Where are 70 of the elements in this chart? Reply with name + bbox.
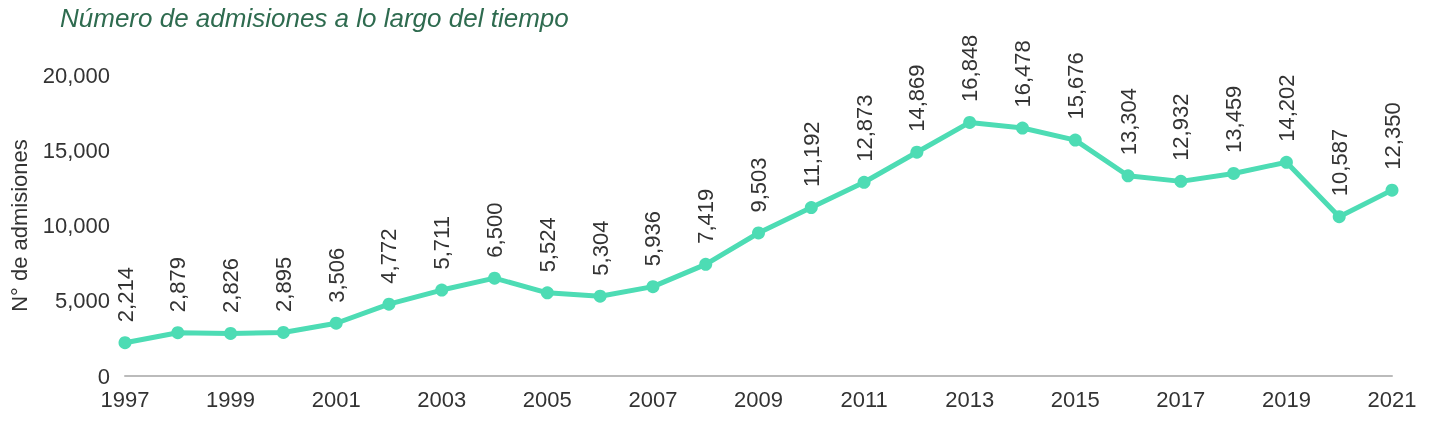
point <box>329 316 343 330</box>
data-label: 12,350 <box>1379 102 1405 170</box>
point <box>963 115 977 129</box>
data-label: 11,192 <box>798 121 824 188</box>
point <box>382 297 396 311</box>
point <box>276 325 290 339</box>
x-tick-label: 2017 <box>1156 386 1206 412</box>
point <box>224 326 238 340</box>
point <box>857 175 871 189</box>
data-label: 5,304 <box>587 220 613 276</box>
point <box>435 283 449 297</box>
chart-title: Número de admisiones a lo largo del tiempo <box>60 3 569 33</box>
data-label: 5,711 <box>429 216 455 270</box>
data-label: 2,826 <box>218 257 244 313</box>
data-label: 5,524 <box>534 217 560 273</box>
data-label: 7,419 <box>693 188 719 244</box>
point <box>171 326 185 340</box>
point <box>910 145 924 159</box>
y-tick-label: 0 <box>97 363 110 389</box>
y-axis-title: N° de admisiones <box>6 139 32 312</box>
data-label: 14,869 <box>904 64 930 132</box>
x-tick-label: 2007 <box>628 386 678 412</box>
data-label: 16,478 <box>1009 40 1035 108</box>
point <box>1279 155 1293 169</box>
x-tick-label: 2009 <box>734 386 783 412</box>
data-label: 4,772 <box>376 228 402 284</box>
point <box>752 226 765 240</box>
point <box>540 286 554 300</box>
point <box>699 257 713 271</box>
data-label: 14,202 <box>1273 74 1299 142</box>
data-label: 2,214 <box>112 267 138 323</box>
x-tick-label: 2003 <box>417 386 467 412</box>
data-label: 10,587 <box>1326 128 1352 197</box>
x-tick-label: 2001 <box>311 386 361 412</box>
y-tick-label: 10,000 <box>42 213 110 238</box>
data-label: 6,500 <box>482 202 508 258</box>
point <box>593 289 607 303</box>
data-label: 16,848 <box>957 34 983 102</box>
y-tick-label: 20,000 <box>42 62 110 88</box>
x-tick-label: 2013 <box>945 386 995 412</box>
data-label: 13,459 <box>1221 85 1247 153</box>
point <box>1121 169 1135 183</box>
data-label: 12,873 <box>851 94 877 162</box>
data-label: 2,879 <box>165 257 191 313</box>
x-tick-label: 2011 <box>840 386 888 412</box>
data-label: 5,936 <box>640 211 666 267</box>
data-label: 9,503 <box>746 157 771 213</box>
point <box>646 280 660 294</box>
data-label: 15,676 <box>1062 52 1088 120</box>
x-tick-label: 2005 <box>522 386 572 412</box>
point <box>1015 121 1029 135</box>
y-tick-label: 5,000 <box>54 288 110 314</box>
data-label: 3,506 <box>323 247 349 303</box>
point <box>1385 183 1399 197</box>
point <box>1068 133 1082 147</box>
data-label: 2,895 <box>270 256 296 312</box>
x-tick-label: 2021 <box>1367 386 1417 412</box>
x-tick-label: 2019 <box>1261 386 1311 412</box>
x-tick-label: 2015 <box>1050 386 1100 412</box>
x-tick-label: 1997 <box>100 386 150 412</box>
point <box>1174 174 1188 188</box>
point <box>1227 166 1241 180</box>
data-label: 12,932 <box>1168 93 1194 161</box>
y-tick-label: 15,000 <box>42 137 110 163</box>
data-label: 13,304 <box>1115 87 1141 156</box>
point <box>1332 210 1346 224</box>
point <box>118 336 132 350</box>
point <box>804 201 818 215</box>
point <box>488 271 502 285</box>
x-tick-label: 1999 <box>206 386 256 412</box>
